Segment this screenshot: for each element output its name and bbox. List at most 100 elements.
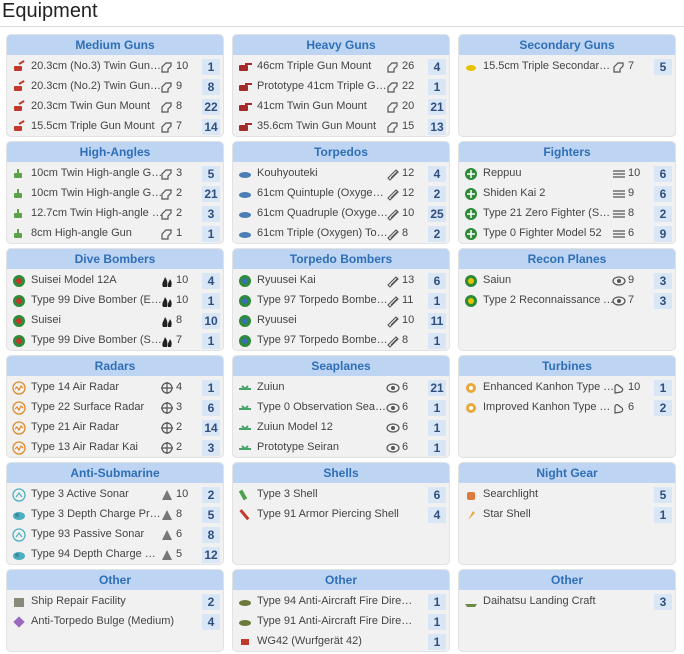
equipment-row[interactable]: 20.3cm (No.3) Twin Gun Mount 10 1: [6, 57, 224, 77]
equipment-row[interactable]: Type 97 Torpedo Bomber (Tomonaga)111: [232, 291, 450, 311]
equipment-row[interactable]: Type 93 Passive Sonar 6 8: [6, 525, 224, 545]
firepower-icon: [386, 120, 400, 134]
equipment-row[interactable]: Type 91 Anti-Aircraft Fire Director 1: [232, 612, 450, 632]
equipment-row[interactable]: 41cm Twin Gun Mount 20 21: [232, 97, 450, 117]
turbine-icon: [464, 381, 478, 395]
equipment-row[interactable]: Prototype 41cm Triple Gun Mount 22 1: [232, 77, 450, 97]
equipment-row[interactable]: 35.6cm Twin Gun Mount 15 13: [232, 117, 450, 137]
equipment-row[interactable]: Suisei 8 10: [6, 311, 224, 331]
equipment-row[interactable]: Type 21 Air Radar 2 14: [6, 418, 224, 438]
equipment-row[interactable]: Anti-Torpedo Bulge (Medium) 4: [6, 612, 224, 632]
equipment-row[interactable]: Type 0 Observation Seaplane 6 1: [232, 398, 450, 418]
equipment-name: 15.5cm Triple Gun Mount: [31, 120, 155, 132]
panel-header[interactable]: Shells: [233, 463, 449, 483]
panel-header[interactable]: Dive Bombers: [7, 249, 223, 269]
panel-header[interactable]: Night Gear: [459, 463, 675, 483]
panel-header[interactable]: Recon Planes: [459, 249, 675, 269]
panel-header[interactable]: Seaplanes: [233, 356, 449, 376]
equipment-row[interactable]: Prototype Seiran 6 1: [232, 438, 450, 458]
equipment-row[interactable]: Type 3 Depth Charge Projector 8 5: [6, 505, 224, 525]
panel-header[interactable]: Medium Guns: [7, 35, 223, 55]
equipment-row[interactable]: Ship Repair Facility 2: [6, 592, 224, 612]
green-gun-icon: [12, 187, 26, 201]
equipment-row[interactable]: 61cm Quadruple (Oxygen) Torpedo 10 25: [232, 204, 450, 224]
equipment-row[interactable]: Type 91 Armor Piercing Shell 4: [232, 505, 450, 525]
equipment-name: Zuiun Model 12: [257, 421, 333, 433]
equipment-row[interactable]: Type 3 Shell 6: [232, 485, 450, 505]
sonar-icon: [12, 488, 26, 502]
asw-stat-icon: [160, 488, 174, 502]
equipment-row[interactable]: Type 14 Air Radar 4 1: [6, 378, 224, 398]
panel-header[interactable]: Torpedo Bombers: [233, 249, 449, 269]
red-gun-icon: [12, 120, 26, 134]
panel-header[interactable]: Anti-Submarine: [7, 463, 223, 483]
panel-header[interactable]: Torpedos: [233, 142, 449, 162]
equipment-row[interactable]: Shiden Kai 2 9 6: [458, 184, 676, 204]
equipment-row[interactable]: Suisei Model 12A 10 4: [6, 271, 224, 291]
equipment-row[interactable]: 8cm High-angle Gun 1 1: [6, 224, 224, 244]
equipment-name: Type 99 Dive Bomber (Egusa): [31, 294, 163, 306]
equipment-row[interactable]: Ryuusei Kai 13 6: [232, 271, 450, 291]
equipment-row[interactable]: Type 99 Dive Bomber (Egusa) 10 1: [6, 291, 224, 311]
panel-header[interactable]: Heavy Guns: [233, 35, 449, 55]
panel-header[interactable]: Other: [459, 570, 675, 590]
equipment-row[interactable]: 15.5cm Triple Secondary Gun Mount 7 5: [458, 57, 676, 77]
equipment-row[interactable]: 61cm Triple (Oxygen) Torpedo 8 2: [232, 224, 450, 244]
equipment-row[interactable]: Type 22 Surface Radar 3 6: [6, 398, 224, 418]
equipment-row[interactable]: Type 2 Reconnaissance Aircraft 7 3: [458, 291, 676, 311]
equipment-name: Type 14 Air Radar: [31, 381, 120, 393]
equipment-row[interactable]: Type 3 Active Sonar 10 2: [6, 485, 224, 505]
stat-value: 8: [176, 100, 183, 112]
equipment-row[interactable]: 12.7cm Twin High-angle Gun Mount 2 3: [6, 204, 224, 224]
equipment-row[interactable]: Zuiun Model 12 6 1: [232, 418, 450, 438]
panel-header[interactable]: Radars: [7, 356, 223, 376]
equipment-name: Type 91 Anti-Aircraft Fire Director: [257, 615, 417, 627]
equipment-name: Type 93 Passive Sonar: [31, 528, 145, 540]
equipment-row[interactable]: Ryuusei 10 11: [232, 311, 450, 331]
equipment-row[interactable]: Reppuu 10 6: [458, 164, 676, 184]
equipment-row[interactable]: Type 13 Air Radar Kai 2 3: [6, 438, 224, 458]
equipment-row[interactable]: Enhanced Kanhon Type Turbine 10 1: [458, 378, 676, 398]
equipment-row[interactable]: Type 94 Anti-Aircraft Fire Director 1: [232, 592, 450, 612]
equipment-row[interactable]: Type 0 Fighter Model 52 6 9: [458, 224, 676, 244]
equipment-row[interactable]: 61cm Quintuple (Oxygen) Torpedo 12 2: [232, 184, 450, 204]
equipment-row[interactable]: Star Shell 1: [458, 505, 676, 525]
antiair-stat-icon: [612, 187, 626, 201]
panel-header[interactable]: Secondary Guns: [459, 35, 675, 55]
count-badge: 1: [202, 333, 220, 349]
count-badge: 1: [428, 440, 446, 456]
equipment-row[interactable]: 10cm Twin High-angle Gun Mount 2 21: [6, 184, 224, 204]
equipment-row[interactable]: Improved Kanhon Type Turbine 6 2: [458, 398, 676, 418]
equipment-row[interactable]: Type 97 Torpedo Bomber (Skilled) 8 1: [232, 331, 450, 351]
equipment-row[interactable]: Searchlight 5: [458, 485, 676, 505]
equipment-row[interactable]: 20.3cm (No.2) Twin Gun Mount 9 8: [6, 77, 224, 97]
panel-header[interactable]: High-Angles: [7, 142, 223, 162]
panel-header[interactable]: Turbines: [459, 356, 675, 376]
equipment-row[interactable]: Daihatsu Landing Craft 3: [458, 592, 676, 612]
green-gun-icon: [12, 207, 26, 221]
equipment-row[interactable]: WG42 (Wurfgerät 42) 1: [232, 632, 450, 652]
panel-header[interactable]: Other: [7, 570, 223, 590]
count-badge: 4: [428, 166, 446, 182]
stat-value: 8: [176, 508, 183, 520]
equipment-row[interactable]: 46cm Triple Gun Mount 26 4: [232, 57, 450, 77]
equipment-row[interactable]: 10cm Twin High-angle Gun Mount 3 5: [6, 164, 224, 184]
equipment-row[interactable]: Type 94 Depth Charge Projector 5 12: [6, 545, 224, 565]
equipment-row[interactable]: 15.5cm Triple Gun Mount 7 14: [6, 117, 224, 137]
equipment-row[interactable]: Zuiun 6 21: [232, 378, 450, 398]
count-badge: 1: [202, 293, 220, 309]
equipment-row[interactable]: Kouhyouteki 12 4: [232, 164, 450, 184]
panel-header[interactable]: Fighters: [459, 142, 675, 162]
firepower-icon: [160, 60, 174, 74]
stat-value: 6: [402, 401, 409, 413]
panel-header[interactable]: Other: [233, 570, 449, 590]
count-badge: 1: [428, 400, 446, 416]
equipment-row[interactable]: Saiun 9 3: [458, 271, 676, 291]
equipment-row[interactable]: Type 21 Zero Fighter (Skilled) 8 2: [458, 204, 676, 224]
equipment-row[interactable]: Type 99 Dive Bomber (Skilled) 7 1: [6, 331, 224, 351]
count-badge: 12: [202, 547, 220, 563]
equipment-name: 10cm Twin High-angle Gun Mount: [31, 167, 163, 179]
torpedo-stat-icon: [386, 274, 400, 288]
equipment-row[interactable]: 20.3cm Twin Gun Mount 8 22: [6, 97, 224, 117]
